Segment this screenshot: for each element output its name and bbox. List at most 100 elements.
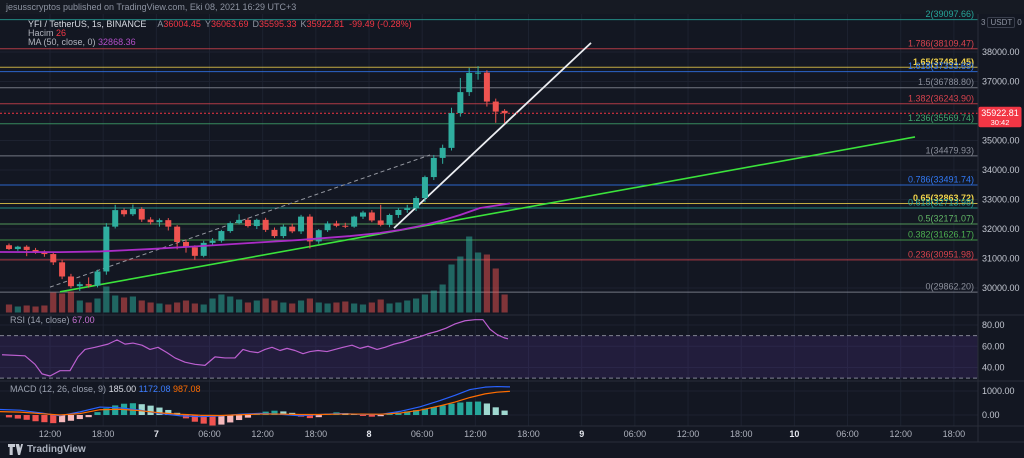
tradingview-logo[interactable]: TradingView <box>8 444 86 455</box>
volume-bar <box>138 300 145 313</box>
green-trendline[interactable] <box>59 136 916 293</box>
candle-body <box>439 147 446 158</box>
volume-bar <box>182 300 190 313</box>
volume-bar <box>271 300 278 313</box>
candle-body <box>360 212 366 217</box>
volume-bar <box>23 305 30 313</box>
time-tick-label: 10 <box>789 429 799 439</box>
volume-bar <box>448 264 455 313</box>
candle-body <box>209 240 216 243</box>
fib-label-1.236: 1.236(35569.74) <box>908 113 974 123</box>
volume-bar <box>67 291 75 313</box>
macd-hist-bar <box>67 415 75 421</box>
candle-body <box>94 271 101 286</box>
fib-label-1.65: 1.65(37481.45) <box>913 57 974 67</box>
volume-bar <box>492 268 499 313</box>
macd-hist-bar <box>395 412 402 415</box>
volume-bar <box>386 303 393 313</box>
macd-hist-bar <box>439 405 446 415</box>
volume-bar <box>200 304 207 313</box>
macd-hist-bar <box>466 401 473 415</box>
candle-body <box>147 219 154 223</box>
candle-body <box>315 230 322 242</box>
candle-body <box>271 229 278 237</box>
candle-body <box>262 219 269 230</box>
macd-hist-bar <box>32 415 39 422</box>
volume-bar <box>439 284 446 313</box>
fib-label-2: 2(39097.66) <box>925 9 974 19</box>
candle-body <box>342 225 349 227</box>
candle-body <box>413 198 420 209</box>
price-tick-label: 33000.00 <box>982 195 1020 205</box>
candle-body <box>492 101 499 112</box>
candle-body <box>333 223 340 226</box>
candle-body <box>475 72 482 74</box>
volume-bar <box>165 304 172 313</box>
tradingview-logo-icon <box>8 444 23 455</box>
macd-hist-bar <box>138 404 145 415</box>
candle-body <box>386 214 393 225</box>
volume-bar <box>342 301 349 313</box>
last-price-tag <box>978 106 1022 128</box>
candle-body <box>32 249 39 253</box>
price-tick-label: 34000.00 <box>982 165 1020 175</box>
candle-body <box>457 92 464 114</box>
scale-right-label[interactable]: 0 <box>1017 18 1022 27</box>
time-tick-label: 06:00 <box>624 429 647 439</box>
macd-hist-bar <box>165 409 172 415</box>
volume-bar <box>59 293 66 313</box>
candle-body <box>351 216 358 227</box>
volume-bar <box>359 304 367 313</box>
rsi-tick-label: 60.00 <box>982 341 1005 351</box>
macd-hist-bar <box>85 415 92 418</box>
candle-body <box>298 216 305 232</box>
volume-bar <box>218 294 225 313</box>
candle-body <box>76 284 83 287</box>
last-price-tag-value: 35922.81 <box>981 108 1019 118</box>
price-tick-label: 37000.00 <box>982 77 1020 87</box>
macd-hist-bar <box>5 415 13 418</box>
candle-body <box>244 219 251 227</box>
volume-bar <box>501 294 508 313</box>
macd-hist-bar <box>404 411 411 415</box>
candle-body <box>50 254 57 263</box>
macd-hist-bar <box>112 405 119 415</box>
candle-body <box>85 284 92 286</box>
volume-bar <box>112 295 119 313</box>
rsi-band <box>0 335 978 379</box>
time-tick-label: 12:00 <box>677 429 700 439</box>
volume-bar <box>315 302 322 313</box>
fib-label-0.786: 0.786(33491.74) <box>908 174 974 184</box>
candle-body <box>280 226 287 237</box>
volume-bar <box>324 303 331 313</box>
time-tick-label: 12:00 <box>464 429 487 439</box>
macd-hist-bar <box>209 415 216 426</box>
volume-bar <box>466 236 473 313</box>
price-scale-settings[interactable]: 3 USDT 0 <box>981 17 1022 28</box>
macd-hist-bar <box>368 415 375 417</box>
volume-bar <box>306 298 313 313</box>
macd-hist-bar <box>236 415 243 421</box>
candle-body <box>501 110 508 114</box>
time-tick-label: 8 <box>367 429 372 439</box>
macd-hist-bar <box>156 407 163 415</box>
candle-body <box>23 246 30 250</box>
candle-body <box>200 242 207 256</box>
time-tick-label: 12:00 <box>39 429 62 439</box>
currency-toggle[interactable]: USDT <box>987 17 1016 28</box>
candle-body <box>483 72 490 102</box>
volume-bar <box>129 296 136 313</box>
fib-label-0.5: 0.5(32171.07) <box>918 213 974 223</box>
time-tick-label: 18:00 <box>943 429 966 439</box>
candle-body <box>324 223 331 231</box>
titlebar: jesusscryptos published on TradingView.c… <box>0 0 1024 14</box>
candle-body <box>404 208 411 210</box>
published-line: jesusscryptos published on TradingView.c… <box>6 2 297 12</box>
candle-body <box>377 220 384 225</box>
candle-body <box>67 276 74 287</box>
volume-bar <box>474 252 482 313</box>
volume-bar <box>76 300 83 313</box>
scale-left-label[interactable]: 3 <box>981 18 986 27</box>
volume-bar <box>191 303 198 313</box>
